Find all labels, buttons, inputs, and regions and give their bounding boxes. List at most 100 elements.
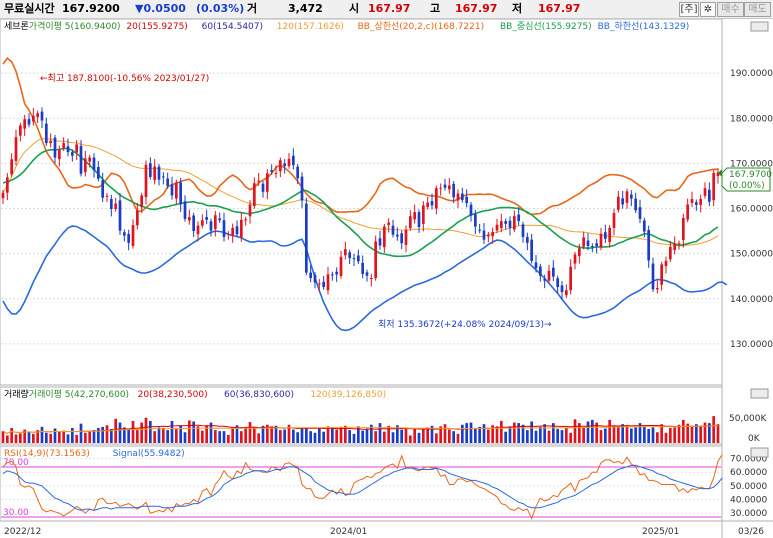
price-y-tick: 190.0000 (730, 69, 773, 79)
candle-body (140, 195, 144, 208)
volume-bar (452, 431, 456, 443)
volume-bar (486, 429, 490, 443)
candle-body (508, 220, 512, 228)
current-price: 167.9200 (62, 2, 120, 15)
candle-body (313, 274, 317, 283)
volume-bar (213, 430, 217, 443)
volume-bar (712, 416, 716, 443)
volume-bar (326, 426, 330, 443)
rsi-level-30-label: 30.00 (3, 508, 29, 518)
candle-body (668, 246, 672, 260)
candle-body (465, 196, 469, 204)
candle-body (131, 225, 135, 246)
volume-bar (296, 432, 300, 443)
volume-bar (18, 433, 22, 443)
candle-body (270, 170, 274, 172)
volume-bar (651, 427, 655, 443)
volume-bar (421, 428, 425, 443)
rsi-y-tick: 30.0000 (730, 509, 767, 519)
volume-bar (716, 424, 720, 443)
legend-item: Signal(55.9482) (113, 449, 185, 459)
bb-lower-line (2, 225, 728, 332)
volume-bar (179, 425, 183, 443)
candle-body (257, 180, 261, 182)
candle-body (226, 233, 230, 235)
candle-body (44, 123, 48, 144)
candle-body (651, 263, 655, 290)
candle-body (495, 224, 499, 231)
candle-body (534, 262, 538, 269)
low-label: 저 (512, 2, 523, 15)
volume-bar (140, 422, 144, 443)
volume-bar (153, 431, 157, 443)
candle-body (1, 192, 5, 199)
volume-bar (400, 429, 404, 443)
volume-value: 3,472 (288, 2, 323, 15)
volume-bar (517, 423, 521, 443)
price-panel-button[interactable] (750, 21, 769, 32)
legend-item: 20(155.9275) (126, 22, 187, 32)
volume-bar (127, 429, 131, 443)
volume-bar (92, 430, 96, 443)
volume-bar (53, 428, 57, 443)
rsi-panel-button[interactable] (750, 447, 769, 458)
volume-bar (317, 428, 321, 443)
candle-body (642, 220, 646, 232)
volume-bar (590, 419, 594, 443)
rsi-y-tick: 40.0000 (730, 496, 767, 506)
last-price-tag-pct: (0.00%) (729, 181, 765, 191)
candle-body (413, 212, 417, 220)
candle-body (18, 125, 22, 136)
volume-bars (1, 416, 720, 443)
legend-item: 세브론 (4, 21, 29, 32)
candle-body (655, 287, 659, 290)
candle-body (53, 137, 57, 158)
signal-line (2, 464, 723, 511)
volume-bar (187, 420, 191, 443)
candle-body (14, 137, 18, 161)
candle-body (248, 204, 252, 217)
volume-bar (109, 429, 113, 443)
candle-body (235, 226, 239, 235)
volume-bar (478, 426, 482, 443)
volume-bar (270, 426, 274, 443)
volume-bar (707, 423, 711, 443)
legend-item: 120(157.1626) (277, 22, 344, 32)
settings-icon[interactable]: ✲ (700, 2, 716, 17)
volume-bar (283, 429, 287, 443)
volume-bar (287, 424, 291, 443)
candle-body (88, 157, 92, 162)
sell-button[interactable]: 매도 (744, 2, 771, 17)
candle-body (231, 227, 235, 236)
candle-body (443, 184, 447, 188)
volume-bar (101, 426, 105, 443)
volume-bar (339, 426, 343, 443)
candle-body (23, 119, 27, 129)
legend-item: 거래이평 5(42,270,600) (29, 389, 129, 400)
volume-bar (603, 428, 607, 443)
candle-body (482, 230, 486, 240)
candle-body (244, 219, 248, 221)
candle-body (499, 221, 503, 228)
volume-bar (131, 420, 135, 443)
price-y-tick: 180.0000 (730, 114, 773, 124)
volume-bar (504, 431, 508, 443)
volume-bar (491, 425, 495, 443)
quote-header-bar: 무료실시간 167.9200 ▼0.0500 (0.03%) 거 3,472 시… (0, 0, 773, 19)
volume-bar (560, 430, 564, 443)
buy-button[interactable]: 매수 (717, 2, 744, 17)
candle-body (174, 182, 178, 199)
candle-body (382, 226, 386, 248)
stock-chart-area[interactable]: 190.0000 180.0000 170.0000 160.0000 150.0000… (0, 19, 773, 538)
volume-bar (174, 429, 178, 443)
volume-panel-button[interactable] (750, 388, 769, 399)
volume-bar (443, 424, 447, 443)
rsi-level-70-label: 70.00 (3, 458, 29, 468)
rsi-lines (2, 454, 723, 520)
price-y-tick: 170.0000 (730, 159, 773, 169)
volume-bar (664, 432, 668, 443)
candle-body (92, 157, 96, 171)
stock-type-button[interactable]: [주] (679, 2, 699, 17)
candle-body (564, 290, 568, 296)
volume-bar (300, 428, 304, 443)
